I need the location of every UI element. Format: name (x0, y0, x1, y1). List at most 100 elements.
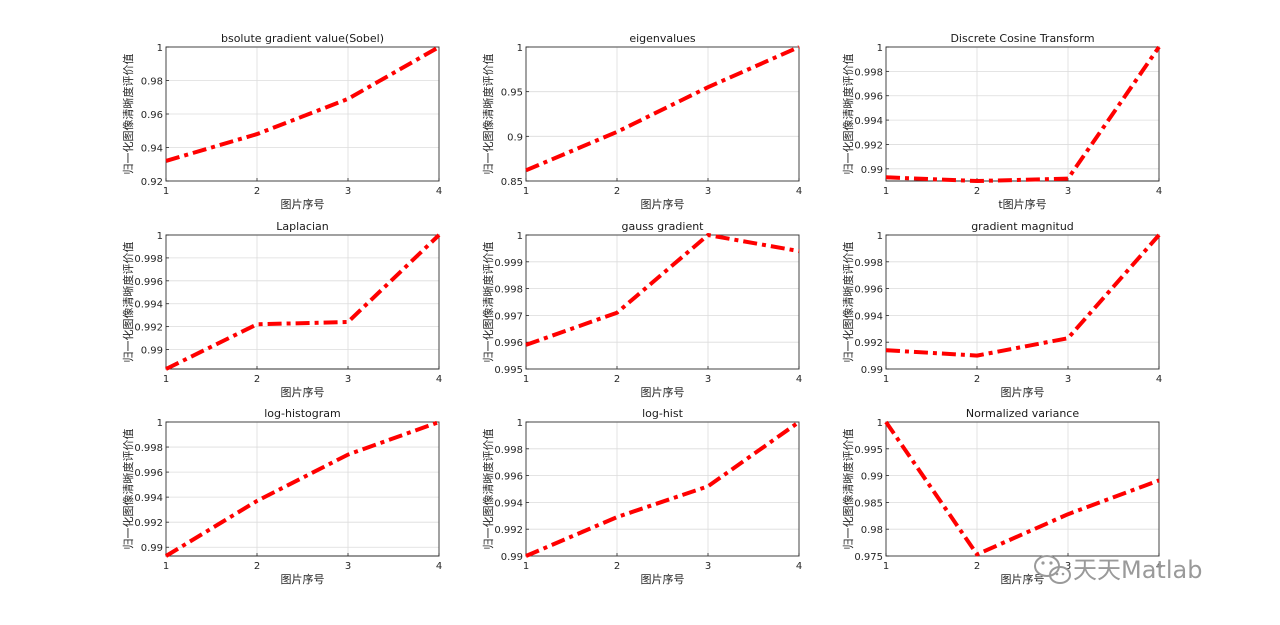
x-tick-label: 2 (614, 561, 620, 572)
y-tick-label: 1 (157, 231, 163, 242)
subplot: 1 2 3 4 0.99 0.992 0.994 0.996 0.998 1 Laplacian 图片… (121, 220, 442, 399)
x-tick-label: 1 (523, 186, 529, 197)
y-tick-label: 1 (877, 231, 883, 242)
plot-frame (165, 421, 440, 557)
plot-area (165, 234, 440, 370)
chart-title: bsolute gradient value(Sobel) (221, 32, 384, 45)
chart-title: Discrete Cosine Transform (950, 32, 1094, 45)
y-axis-label: 归一化图像清晰度评价值 (841, 429, 855, 550)
y-tick-label: 1 (157, 418, 163, 429)
y-tick-label: 0.999 (494, 258, 523, 269)
x-axis-label: 图片序号 (1001, 572, 1045, 586)
y-axis-label: 归一化图像清晰度评价值 (481, 242, 495, 363)
y-tick-label: 1 (877, 43, 883, 54)
subplot: 1 2 3 4 0.85 0.9 0.95 1 eigenvalues 图片序号 归一化图像清晰度评… (481, 32, 802, 211)
y-tick-label: 0.996 (134, 468, 163, 479)
x-axis-label: 图片序号 (641, 385, 685, 399)
y-tick-label: 0.994 (494, 498, 523, 509)
x-tick-label: 3 (345, 561, 351, 572)
x-tick-label: 4 (1156, 374, 1162, 385)
x-tick-label: 2 (974, 374, 980, 385)
x-tick-label: 2 (254, 561, 260, 572)
y-tick-label: 0.85 (501, 177, 523, 188)
y-tick-label: 1 (517, 43, 523, 54)
x-axis-label: 图片序号 (281, 197, 325, 211)
plot-frame (525, 234, 800, 370)
x-tick-label: 4 (436, 561, 442, 572)
y-tick-label: 1 (157, 43, 163, 54)
plot-frame (525, 46, 800, 182)
plot-area (885, 421, 1160, 557)
x-tick-label: 3 (345, 186, 351, 197)
y-axis-label: 归一化图像清晰度评价值 (841, 54, 855, 175)
y-tick-label: 0.975 (854, 552, 883, 563)
x-tick-label: 4 (1156, 186, 1162, 197)
x-tick-label: 1 (883, 561, 889, 572)
plot-frame (885, 46, 1160, 182)
y-tick-label: 1 (877, 418, 883, 429)
y-tick-label: 0.998 (494, 445, 523, 456)
subplot: 1 2 3 4 0.92 0.94 0.96 0.98 1 bsolute gradient va… (121, 32, 442, 211)
y-tick-label: 0.996 (134, 277, 163, 288)
plot-frame (525, 421, 800, 557)
y-tick-label: 0.98 (861, 525, 883, 536)
chart-title: Laplacian (276, 220, 328, 233)
series-line (165, 233, 441, 371)
y-tick-label: 0.998 (854, 258, 883, 269)
y-tick-label: 0.99 (501, 552, 523, 563)
x-tick-label: 1 (163, 374, 169, 385)
y-tick-label: 0.994 (854, 116, 883, 127)
x-tick-label: 1 (523, 561, 529, 572)
y-tick-label: 0.95 (501, 88, 523, 99)
plot-frame (165, 46, 440, 182)
chart-title: Normalized variance (966, 407, 1079, 420)
x-tick-label: 4 (796, 186, 802, 197)
x-tick-label: 3 (345, 374, 351, 385)
x-tick-label: 1 (163, 561, 169, 572)
watermark-text: 天天Matlab (1073, 556, 1202, 584)
x-tick-label: 3 (1065, 186, 1071, 197)
x-tick-label: 4 (436, 186, 442, 197)
y-tick-label: 0.99 (861, 365, 883, 376)
y-tick-label: 0.996 (494, 338, 523, 349)
x-tick-label: 1 (883, 186, 889, 197)
x-tick-label: 3 (705, 374, 711, 385)
y-tick-label: 0.99 (141, 346, 163, 357)
y-tick-label: 0.998 (134, 443, 163, 454)
series-line (164, 420, 440, 558)
chart-title: gauss gradient (622, 220, 705, 233)
plot-area (885, 46, 1160, 182)
x-tick-label: 3 (1065, 561, 1071, 572)
x-tick-label: 3 (705, 186, 711, 197)
y-tick-label: 0.94 (141, 144, 163, 155)
subplot: 1 2 3 4 0.99 0.992 0.994 0.996 0.998 1 gradient ma… (841, 220, 1162, 399)
subplot: 1 2 3 4 0.99 0.992 0.994 0.996 0.998 1 Discrete Co… (841, 32, 1162, 211)
y-tick-label: 0.992 (134, 518, 163, 529)
chart-title: log-histogram (264, 407, 341, 420)
x-tick-label: 1 (163, 186, 169, 197)
y-tick-label: 0.994 (134, 300, 163, 311)
x-tick-label: 4 (1156, 561, 1162, 572)
y-tick-label: 0.992 (854, 140, 883, 151)
y-tick-label: 0.992 (494, 525, 523, 536)
x-axis-label: t图片序号 (998, 197, 1046, 211)
plot-area (525, 46, 800, 182)
series-line (525, 233, 800, 347)
y-tick-label: 0.99 (141, 543, 163, 554)
y-tick-label: 0.992 (134, 323, 163, 334)
x-axis-label: 图片序号 (281, 385, 325, 399)
y-axis-label: 归一化图像清晰度评价值 (481, 429, 495, 550)
subplot: 1 2 3 4 0.975 0.98 0.985 0.99 0.995 1 Normalized v… (841, 407, 1162, 586)
subplot: 1 2 3 4 0.99 0.992 0.994 0.996 0.998 1 log-hist 图片序… (481, 407, 802, 586)
x-tick-label: 1 (523, 374, 529, 385)
y-axis-label: 归一化图像清晰度评价值 (841, 242, 855, 363)
y-tick-label: 0.997 (494, 311, 523, 322)
y-tick-label: 0.998 (854, 67, 883, 78)
series-line (525, 420, 801, 558)
y-tick-label: 0.96 (141, 110, 163, 121)
x-axis-label: 图片序号 (641, 572, 685, 586)
x-tick-label: 4 (436, 374, 442, 385)
y-tick-label: 0.994 (134, 493, 163, 504)
y-tick-label: 0.996 (854, 92, 883, 103)
y-tick-label: 0.994 (854, 311, 883, 322)
